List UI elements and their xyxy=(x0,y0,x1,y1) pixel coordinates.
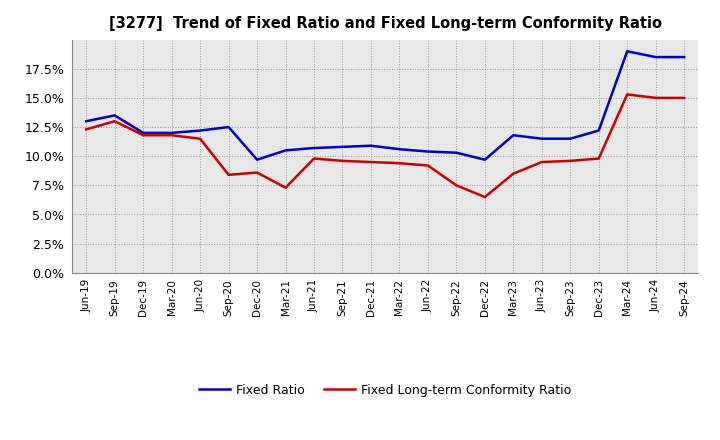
Fixed Long-term Conformity Ratio xyxy=(480,194,489,200)
Fixed Ratio xyxy=(480,157,489,162)
Fixed Ratio xyxy=(139,130,148,136)
Fixed Long-term Conformity Ratio xyxy=(395,161,404,166)
Fixed Ratio xyxy=(452,150,461,155)
Line: Fixed Long-term Conformity Ratio: Fixed Long-term Conformity Ratio xyxy=(86,95,684,197)
Fixed Long-term Conformity Ratio xyxy=(82,127,91,132)
Fixed Long-term Conformity Ratio xyxy=(366,159,375,165)
Fixed Ratio xyxy=(282,148,290,153)
Fixed Long-term Conformity Ratio xyxy=(423,163,432,168)
Line: Fixed Ratio: Fixed Ratio xyxy=(86,51,684,160)
Fixed Long-term Conformity Ratio xyxy=(623,92,631,97)
Fixed Ratio xyxy=(623,48,631,54)
Fixed Long-term Conformity Ratio xyxy=(509,171,518,176)
Fixed Ratio xyxy=(509,132,518,138)
Fixed Long-term Conformity Ratio xyxy=(110,118,119,124)
Fixed Ratio xyxy=(366,143,375,148)
Fixed Long-term Conformity Ratio xyxy=(338,158,347,164)
Fixed Ratio xyxy=(310,145,318,150)
Fixed Long-term Conformity Ratio xyxy=(282,185,290,191)
Fixed Ratio xyxy=(82,118,91,124)
Fixed Long-term Conformity Ratio xyxy=(537,159,546,165)
Fixed Long-term Conformity Ratio xyxy=(167,132,176,138)
Fixed Long-term Conformity Ratio xyxy=(139,132,148,138)
Fixed Ratio xyxy=(595,128,603,133)
Fixed Ratio xyxy=(167,130,176,136)
Fixed Ratio xyxy=(110,113,119,118)
Fixed Long-term Conformity Ratio xyxy=(566,158,575,164)
Fixed Long-term Conformity Ratio xyxy=(253,170,261,175)
Fixed Ratio xyxy=(652,55,660,60)
Fixed Long-term Conformity Ratio xyxy=(595,156,603,161)
Legend: Fixed Ratio, Fixed Long-term Conformity Ratio: Fixed Ratio, Fixed Long-term Conformity … xyxy=(194,379,577,402)
Fixed Long-term Conformity Ratio xyxy=(310,156,318,161)
Fixed Long-term Conformity Ratio xyxy=(196,136,204,141)
Title: [3277]  Trend of Fixed Ratio and Fixed Long-term Conformity Ratio: [3277] Trend of Fixed Ratio and Fixed Lo… xyxy=(109,16,662,32)
Fixed Ratio xyxy=(395,147,404,152)
Fixed Ratio xyxy=(680,55,688,60)
Fixed Long-term Conformity Ratio xyxy=(680,95,688,100)
Fixed Long-term Conformity Ratio xyxy=(652,95,660,100)
Fixed Ratio xyxy=(423,149,432,154)
Fixed Ratio xyxy=(566,136,575,141)
Fixed Long-term Conformity Ratio xyxy=(452,183,461,188)
Fixed Ratio xyxy=(338,144,347,150)
Fixed Ratio xyxy=(225,125,233,130)
Fixed Long-term Conformity Ratio xyxy=(225,172,233,177)
Fixed Ratio xyxy=(537,136,546,141)
Fixed Ratio xyxy=(196,128,204,133)
Fixed Ratio xyxy=(253,157,261,162)
